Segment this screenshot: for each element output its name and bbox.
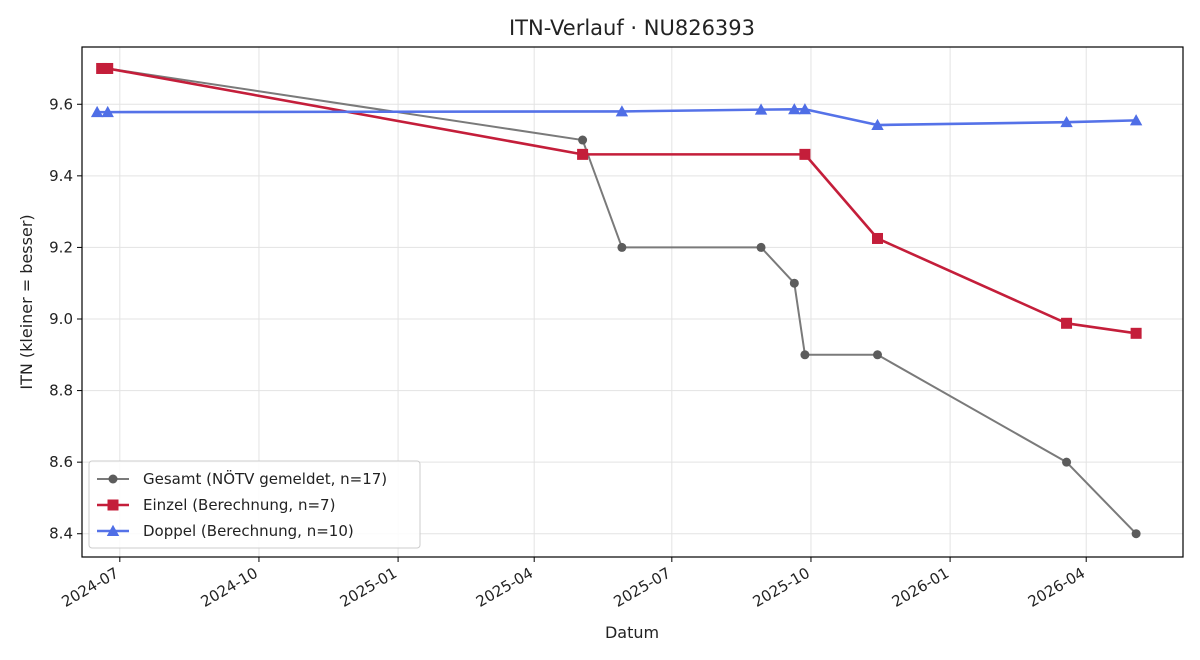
legend-marker xyxy=(106,524,120,536)
y-tick-label: 8.6 xyxy=(49,453,73,471)
legend-marker xyxy=(107,499,119,511)
data-point xyxy=(754,103,768,115)
data-point xyxy=(872,232,884,244)
data-point xyxy=(102,62,114,74)
y-tick-label: 9.0 xyxy=(49,310,73,328)
data-point xyxy=(578,135,588,145)
data-point xyxy=(615,105,629,117)
legend: Gesamt (NÖTV gemeldet, n=17) Einzel (Bere… xyxy=(88,460,421,549)
chart-title: ITN-Verlauf · NU826393 xyxy=(509,16,755,40)
data-point xyxy=(873,350,883,360)
data-point xyxy=(788,103,801,115)
legend-entry: Gesamt (NÖTV gemeldet, n=17) xyxy=(97,469,387,488)
data-point xyxy=(96,62,108,74)
y-tick-label: 9.2 xyxy=(49,238,73,256)
series-line xyxy=(101,67,1137,535)
data-point xyxy=(798,103,812,115)
data-point xyxy=(871,118,884,130)
legend-entry: Einzel (Berechnung, n=7) xyxy=(97,496,335,514)
data-point xyxy=(617,242,627,252)
data-point xyxy=(799,148,811,160)
legend-label: Gesamt (NÖTV gemeldet, n=17) xyxy=(143,469,387,488)
y-tick-label: 9.4 xyxy=(49,167,73,185)
data-point xyxy=(90,105,104,118)
legend-label: Doppel (Berechnung, n=10) xyxy=(143,522,354,540)
data-point xyxy=(1129,114,1143,126)
series-layer xyxy=(90,62,1143,539)
data-point xyxy=(1131,529,1141,539)
y-axis-title: ITN (kleiner = besser) xyxy=(17,214,36,389)
legend-label: Einzel (Berechnung, n=7) xyxy=(143,496,335,514)
data-point xyxy=(1130,327,1142,339)
data-point xyxy=(800,350,810,360)
plot-frame xyxy=(81,46,1184,558)
legend-entry: Doppel (Berechnung, n=10) xyxy=(97,522,354,540)
x-axis-title: Datum xyxy=(605,623,659,642)
data-point xyxy=(1062,457,1072,467)
data-point xyxy=(1060,115,1073,128)
data-point xyxy=(756,242,766,252)
data-point xyxy=(1061,317,1073,329)
legend-box xyxy=(88,460,421,549)
y-tick-label: 8.8 xyxy=(49,382,73,400)
data-point xyxy=(577,148,589,160)
legend-marker xyxy=(108,474,118,484)
data-point xyxy=(101,105,114,118)
data-point xyxy=(789,278,799,288)
series-square xyxy=(96,62,1142,339)
y-tick-label: 9.6 xyxy=(49,95,73,113)
series-triangle xyxy=(90,103,1143,130)
y-tick-label: 8.4 xyxy=(49,525,73,543)
